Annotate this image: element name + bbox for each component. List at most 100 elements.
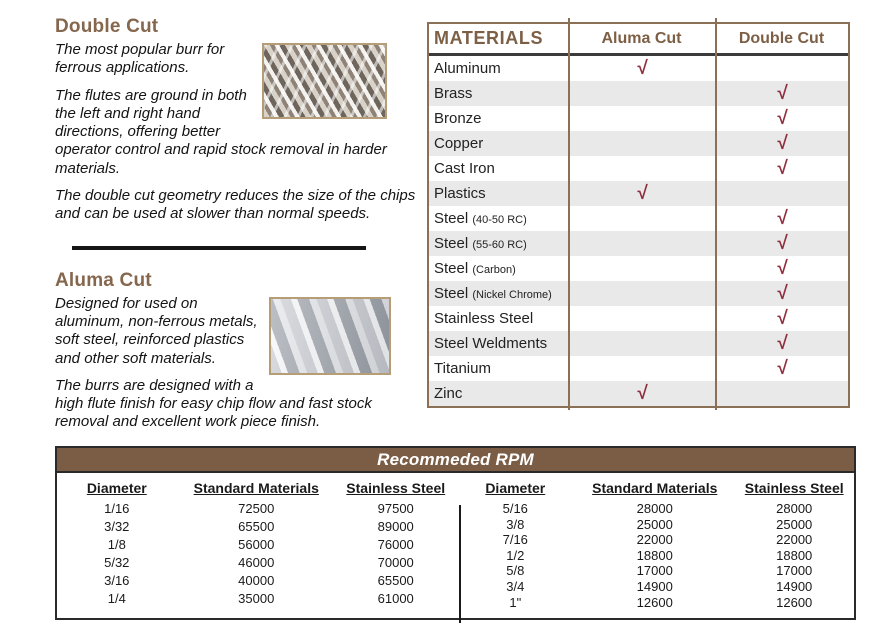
rpm-cell: 18800 [776,547,813,563]
material-note: (Nickel Chrome) [472,289,552,301]
rpm-cell: 18800 [636,547,673,563]
rpm-cell: 7/16 [502,532,528,548]
table-row: Steel (Nickel Chrome) √ [429,281,848,306]
rpm-cell: 3/8 [506,516,525,532]
aluma-cut-section: Aluma Cut Designed for used on aluminum,… [55,270,421,441]
rpm-center-divider [459,505,461,623]
aluma-cut-check: √ [636,58,647,79]
rpm-cell: 12600 [776,594,813,610]
rpm-cell: 1/4 [107,591,126,606]
rpm-cell: 14900 [636,578,673,594]
table-row: Bronze √ [429,106,848,131]
double-cut-check: √ [776,258,787,279]
table-row: Titanium √ [429,356,848,381]
rpm-cell: 89000 [377,519,414,534]
rpm-cell: 65500 [377,573,414,588]
double-cut-column-header: Double Cut [738,29,825,47]
material-note: (55-60 RC) [472,239,527,251]
rpm-cell: 56000 [238,537,275,552]
double-cut-check: √ [776,358,787,379]
double-cut-burr-photo [262,43,387,119]
rpm-cell: 46000 [238,555,275,570]
rpm-title: Recommeded RPM [377,449,534,469]
table-row: Steel Weldments √ [429,331,848,356]
recommended-rpm-table: Recommeded RPM Diameter Standard Materia… [55,446,856,623]
table-row: Cast Iron √ [429,156,848,181]
double-cut-check: √ [776,208,787,229]
rpm-cell: 1/2 [506,547,525,563]
material-name: Stainless Steel [434,310,534,327]
section-divider-rule [72,245,366,250]
table-row: Aluminum √ [429,56,848,81]
rpm-cell: 25000 [776,516,813,532]
rpm-cell: 25000 [636,516,673,532]
rpm-cell: 3/32 [104,519,130,534]
rpm-cell: 5/8 [506,563,525,579]
rpm-cell: 70000 [377,555,414,570]
table-row: Plastics √ [429,181,848,206]
rpm-cell: 1" [509,594,522,610]
rpm-cell: 17000 [636,563,673,579]
double-cut-check: √ [776,133,787,154]
rpm-body: Diameter Standard Materials Stainless St… [57,473,855,623]
materials-header-row: MATERIALS Aluma Cut Double Cut [429,24,848,56]
material-name: Zinc [434,385,463,402]
material-name: Brass [434,85,473,102]
rpm-cell: 17000 [776,563,813,579]
rpm-cell: 61000 [377,591,414,606]
material-name: Steel [434,260,469,277]
aluma-cut-check: √ [636,183,647,204]
material-name: Steel [434,235,469,252]
table-row: Steel (55-60 RC) √ [429,231,848,256]
table-row: Steel (Carbon) √ [429,256,848,281]
rpm-right-half: Diameter Standard Materials Stainless St… [456,480,855,610]
material-name: Aluminum [434,60,501,77]
double-cut-section: Double Cut The most popular burr for fer… [55,16,421,233]
materials-header: MATERIALS [434,28,544,48]
material-name: Copper [434,135,484,152]
column-header-standard-materials: Standard Materials [193,480,319,496]
double-cut-check: √ [776,233,787,254]
rpm-cell: 28000 [776,501,813,516]
rpm-cell: 76000 [377,537,414,552]
rpm-cell: 28000 [636,501,673,516]
rpm-cell: 1/8 [107,537,126,552]
rpm-cell: 3/4 [506,578,525,594]
rpm-cell: 72500 [238,501,275,516]
double-cut-check: √ [776,333,787,354]
double-cut-heading: Double Cut [55,16,159,37]
aluma-cut-check: √ [636,383,647,404]
aluma-cut-burr-photo [269,296,391,375]
rpm-cell: 3/16 [104,573,130,588]
table-row: Steel (40-50 RC) √ [429,206,848,231]
double-cut-paragraph-1: The most popular burr for ferrous applic… [55,41,225,77]
double-cut-check: √ [776,83,787,104]
material-name: Plastics [434,185,486,202]
rpm-cell: 97500 [377,501,414,516]
left-text-column: Double Cut The most popular burr for fer… [55,16,421,441]
rpm-cell: 65500 [238,519,275,534]
double-cut-check: √ [776,108,787,129]
double-cut-check: √ [776,283,787,304]
materials-column-divider-1 [568,18,570,410]
column-header-standard-materials: Standard Materials [592,480,718,496]
material-name: Steel [434,285,469,302]
rpm-cell: 1/16 [104,501,130,516]
rpm-title-bar: Recommeded RPM [57,448,854,473]
rpm-cell: 5/16 [502,501,528,516]
rpm-cell: 22000 [636,532,673,548]
table-row: Zinc √ [429,381,848,406]
material-name: Bronze [434,110,482,127]
material-note: (Carbon) [472,264,516,276]
materials-table: MATERIALS Aluma Cut Double Cut Aluminum … [427,18,850,410]
material-name: Cast Iron [434,160,495,177]
double-cut-check: √ [776,308,787,329]
aluma-cut-column-header: Aluma Cut [601,29,682,47]
column-header-diameter: Diameter [86,480,147,496]
materials-column-divider-2 [715,18,717,410]
column-header-stainless-steel: Stainless Steel [346,480,446,496]
column-header-diameter: Diameter [485,480,546,496]
material-note: (40-50 RC) [472,214,527,226]
aluma-cut-heading: Aluma Cut [55,269,152,291]
